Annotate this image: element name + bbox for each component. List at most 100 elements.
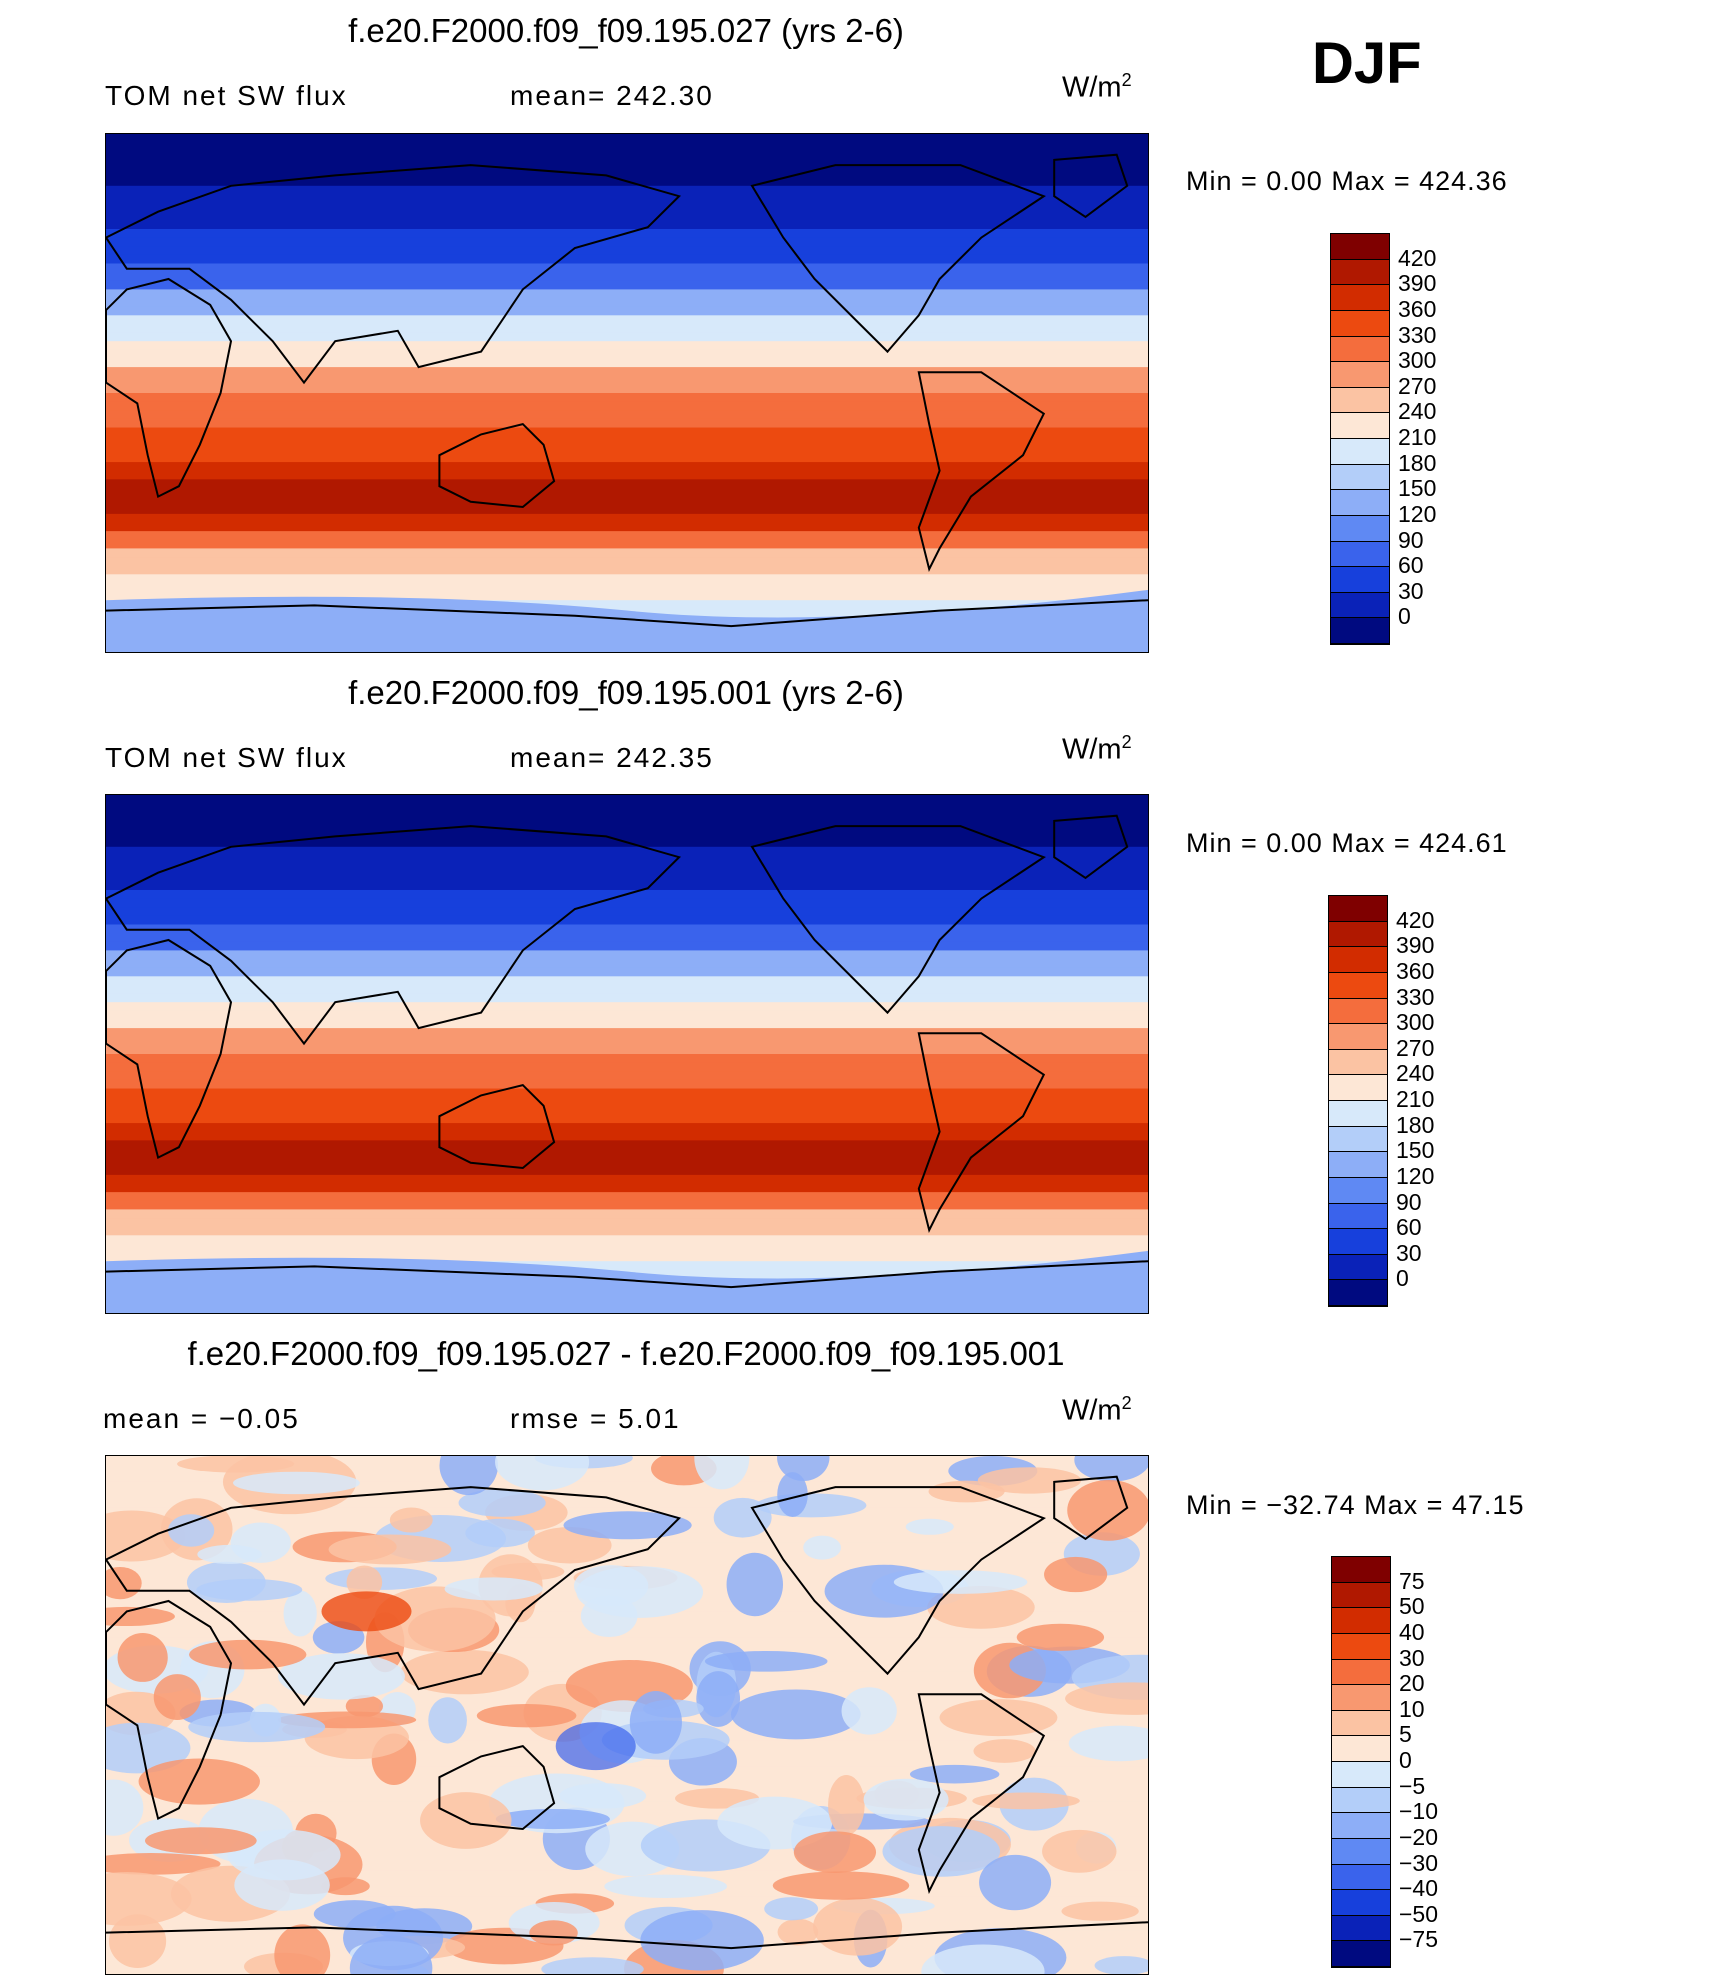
australia-outline — [438, 422, 556, 509]
map-band — [106, 984, 1148, 995]
colorbar-cell — [1329, 1280, 1387, 1306]
diff-blob — [328, 1534, 452, 1565]
map-band — [106, 211, 1148, 222]
diff-blob — [283, 1590, 317, 1637]
map-band — [106, 1183, 1148, 1194]
diff-blob — [476, 1704, 577, 1728]
colorbar-tick-label: 240 — [1396, 1060, 1435, 1087]
colorbar-cell — [1332, 1838, 1390, 1865]
colorbar-tick-label: 0 — [1399, 1747, 1412, 1773]
colorbar-cell — [1332, 1864, 1390, 1891]
map-band — [106, 1913, 1148, 1924]
diff-blob — [428, 1697, 467, 1744]
map-band — [106, 600, 1148, 610]
diff-blob — [444, 1577, 543, 1601]
panel-2-map — [105, 794, 1149, 1314]
diff-blob — [576, 1566, 704, 1618]
diff-blob — [153, 1674, 201, 1721]
panel-2-colorbar — [1328, 895, 1388, 1307]
colorbar-tick-label: 30 — [1399, 1644, 1425, 1671]
colorbar-cell — [1329, 1177, 1387, 1204]
map-band — [106, 1252, 1148, 1263]
diff-blob — [939, 1699, 1058, 1737]
diff-blob — [188, 1711, 326, 1743]
colorbar-cell — [1331, 259, 1389, 286]
diff-blob — [495, 1808, 610, 1830]
diff-blob — [755, 1493, 867, 1518]
map-band — [106, 462, 1148, 472]
map-band — [106, 1114, 1148, 1125]
diff-blob — [117, 1633, 168, 1682]
colorbar-tick-label: 180 — [1398, 449, 1437, 476]
colorbar-cell — [1331, 541, 1389, 568]
panel-1-min-max: Min = 0.00 Max = 424.36 — [1186, 166, 1508, 196]
map-band — [106, 1200, 1148, 1211]
colorbar-tick-label: 50 — [1399, 1593, 1425, 1620]
colorbar-tick-label: 150 — [1398, 475, 1437, 502]
diff-blob — [234, 1859, 330, 1911]
map-band — [106, 1123, 1148, 1133]
diff-blob — [629, 1690, 682, 1754]
colorbar-cell — [1329, 1075, 1387, 1101]
diff-blob — [189, 1639, 307, 1670]
antarctica-outline — [106, 599, 1148, 628]
map-band — [106, 168, 1148, 179]
panel-2-units: W/m2 — [1062, 732, 1132, 766]
map-band — [106, 444, 1148, 455]
colorbar-cell — [1331, 336, 1389, 363]
map-band — [106, 582, 1148, 593]
map-band — [106, 881, 1148, 891]
diff-blob — [106, 1606, 175, 1627]
map-band — [106, 487, 1148, 498]
map-band — [106, 427, 1148, 438]
map-band — [106, 565, 1148, 576]
colorbar-cell — [1332, 1557, 1390, 1583]
colorbar-cell — [1332, 1582, 1390, 1609]
colorbar-cell — [1329, 972, 1387, 999]
map-band — [106, 505, 1148, 515]
colorbar-tick-label: 120 — [1396, 1162, 1435, 1189]
diff-blob — [106, 1779, 144, 1836]
australia-outline — [438, 1083, 556, 1170]
colorbar-cell — [1329, 1049, 1387, 1076]
panel-3-colorbar — [1331, 1556, 1391, 1968]
map-band — [106, 1002, 1148, 1012]
map-band — [106, 1559, 1148, 1570]
africa-outline — [106, 938, 233, 1160]
colorbar-cell — [1332, 1787, 1390, 1814]
colorbar-tick-label: 210 — [1396, 1086, 1435, 1112]
colorbar-cell — [1329, 921, 1387, 948]
diff-blob — [704, 1650, 828, 1672]
colorbar-tick-label: −5 — [1399, 1772, 1426, 1799]
diff-blob — [764, 1897, 819, 1921]
colorbar-cell — [1332, 1762, 1390, 1788]
map-band — [106, 470, 1148, 481]
colorbar-cell — [1332, 1633, 1390, 1660]
diff-blob — [1016, 1623, 1105, 1651]
map-band — [106, 950, 1148, 961]
map-band — [106, 820, 1148, 831]
map-band — [106, 1490, 1148, 1501]
greenland-outline — [1053, 1475, 1129, 1541]
colorbar-tick-label: 420 — [1396, 906, 1435, 933]
panel-1-mean-label: mean= 242.30 — [510, 80, 714, 111]
map-band — [106, 254, 1148, 265]
colorbar-cell — [1331, 285, 1389, 311]
map-band — [106, 1542, 1148, 1552]
map-band — [106, 367, 1148, 377]
map-band — [106, 795, 1148, 805]
map-band — [106, 1637, 1148, 1647]
colorbar-cell — [1332, 1813, 1390, 1839]
colorbar-tick-label: 60 — [1398, 552, 1424, 579]
colorbar-tick-label: 0 — [1396, 1265, 1409, 1292]
colorbar-cell — [1332, 1710, 1390, 1737]
map-band — [106, 1218, 1148, 1228]
diff-blob — [977, 1467, 1082, 1494]
map-band — [106, 1140, 1148, 1150]
colorbar-cell — [1329, 1229, 1387, 1255]
diff-blob — [108, 1914, 167, 1969]
colorbar-tick-label: 390 — [1398, 270, 1437, 297]
colorbar-tick-label: 180 — [1396, 1111, 1435, 1138]
colorbar-cell — [1329, 1126, 1387, 1153]
map-band — [106, 803, 1148, 814]
